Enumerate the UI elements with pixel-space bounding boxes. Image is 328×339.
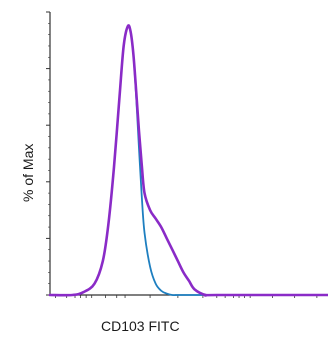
histogram-series-line-stained: [48, 24, 328, 297]
x-axis-label: CD103 FITC: [101, 318, 180, 334]
y-axis-label: % of Max: [20, 143, 36, 202]
histogram-series-line-isotype: [49, 24, 328, 297]
